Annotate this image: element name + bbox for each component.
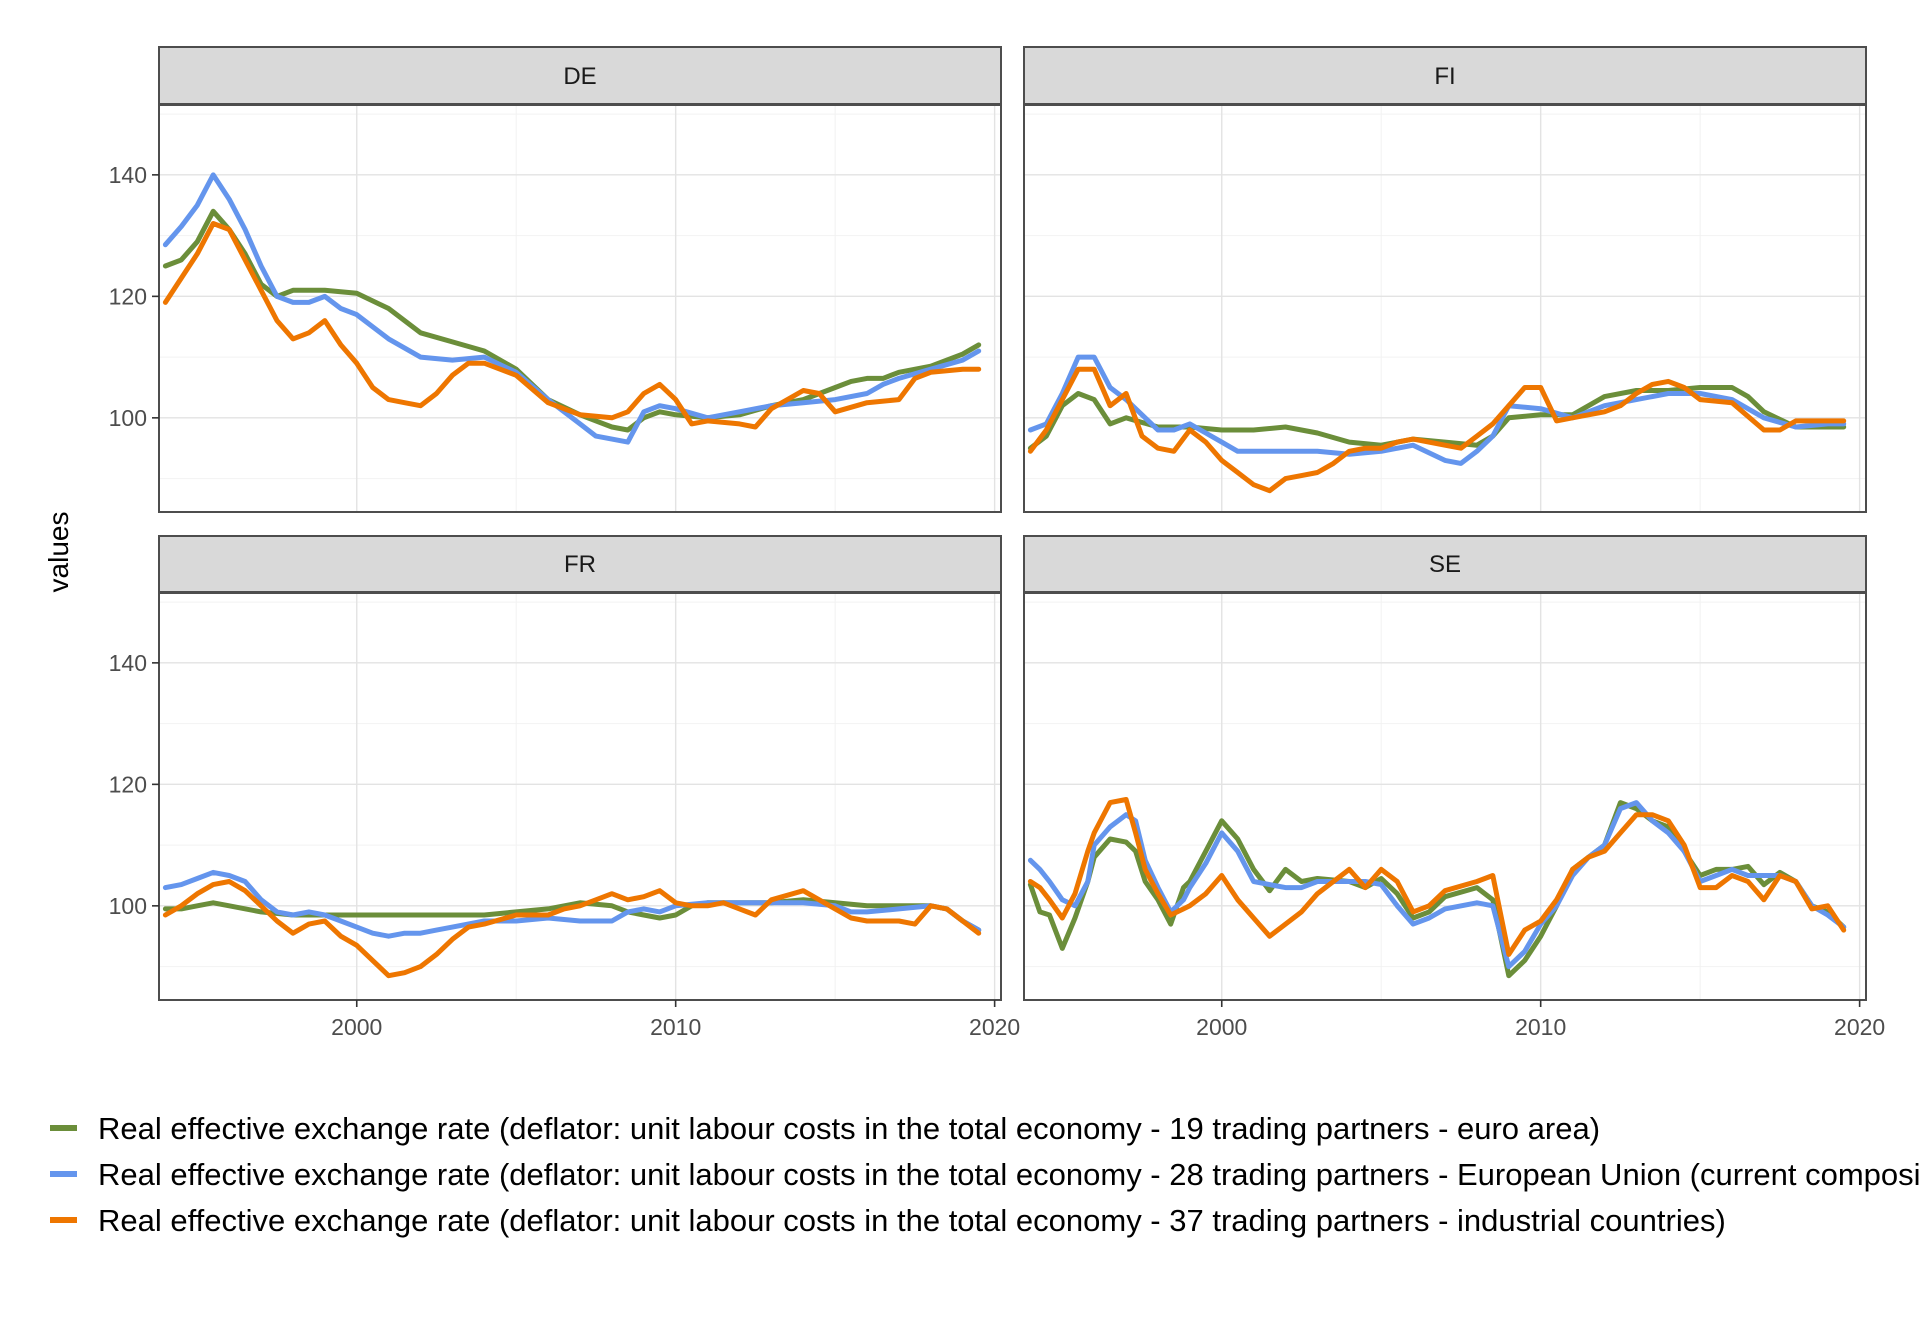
panel-FR-grid [159, 593, 1001, 1000]
panel-SE: SE 2000 2010 2020 [1023, 535, 1885, 1040]
legend-label-eu28: Real effective exchange rate (deflator: … [98, 1157, 1920, 1192]
legend-label-ic37: Real effective exchange rate (deflator: … [98, 1203, 1726, 1238]
panel-SE-strip-label: SE [1429, 551, 1461, 578]
y-axis-title: values [43, 512, 74, 593]
panel-SE-lines [1027, 797, 1847, 979]
panel-FI-grid [1024, 105, 1866, 512]
legend-item-ic37: Real effective exchange rate (deflator: … [50, 1203, 1726, 1238]
line-DE-ic37 [162, 221, 982, 430]
x-tick-label-SE-2010: 2010 [1515, 1014, 1566, 1040]
panel-FR: FR 100 120 140 2000 2010 2020 [109, 535, 1020, 1040]
panel-FI-lines [1027, 354, 1847, 494]
x-tick-label-FR-2010: 2010 [650, 1014, 701, 1040]
line-SE-ea19 [1027, 800, 1847, 979]
line-SE-ic37 [1027, 797, 1847, 957]
panel-DE-strip [158, 46, 1002, 105]
y-tick-label-FR-100: 100 [109, 893, 147, 919]
panel-FR-strip-label: FR [564, 551, 596, 578]
panel-DE-strip-label: DE [563, 63, 596, 90]
legend-label-ea19: Real effective exchange rate (deflator: … [98, 1111, 1600, 1146]
y-tick-label-FR-120: 120 [109, 771, 147, 797]
panel-FR-strip [158, 535, 1002, 593]
panel-DE-grid [159, 105, 1001, 512]
line-FR-ic37 [162, 879, 982, 979]
panel-FI: FI [1023, 46, 1867, 513]
x-tick-label-SE-2000: 2000 [1196, 1014, 1247, 1040]
y-tick-label-DE-100: 100 [109, 405, 147, 431]
panel-FR-y-ticks: 100 120 140 [109, 650, 159, 919]
panel-DE-y-ticks: 100 120 140 [109, 162, 159, 431]
legend: Real effective exchange rate (deflator: … [50, 1111, 1920, 1238]
panel-FR-lines [162, 869, 982, 979]
panel-SE-grid [1024, 593, 1866, 1000]
y-tick-label-FR-140: 140 [109, 650, 147, 676]
legend-item-ea19: Real effective exchange rate (deflator: … [50, 1111, 1600, 1146]
panel-FR-x-ticks: 2000 2010 2020 [331, 1000, 1020, 1040]
panel-DE: DE 100 120 140 [109, 46, 1002, 513]
panel-SE-strip [1023, 535, 1867, 593]
x-tick-label-FR-2000: 2000 [331, 1014, 382, 1040]
y-tick-label-DE-140: 140 [109, 162, 147, 188]
panel-SE-x-ticks: 2000 2010 2020 [1196, 1000, 1885, 1040]
legend-item-eu28: Real effective exchange rate (deflator: … [50, 1157, 1920, 1192]
line-FI-ic37 [1027, 366, 1847, 494]
panel-DE-lines [162, 172, 982, 445]
x-tick-label-FR-2020: 2020 [969, 1014, 1020, 1040]
x-tick-label-SE-2020: 2020 [1834, 1014, 1885, 1040]
panel-FI-strip [1023, 46, 1867, 105]
y-tick-label-DE-120: 120 [109, 283, 147, 309]
panel-FI-strip-label: FI [1434, 63, 1455, 90]
